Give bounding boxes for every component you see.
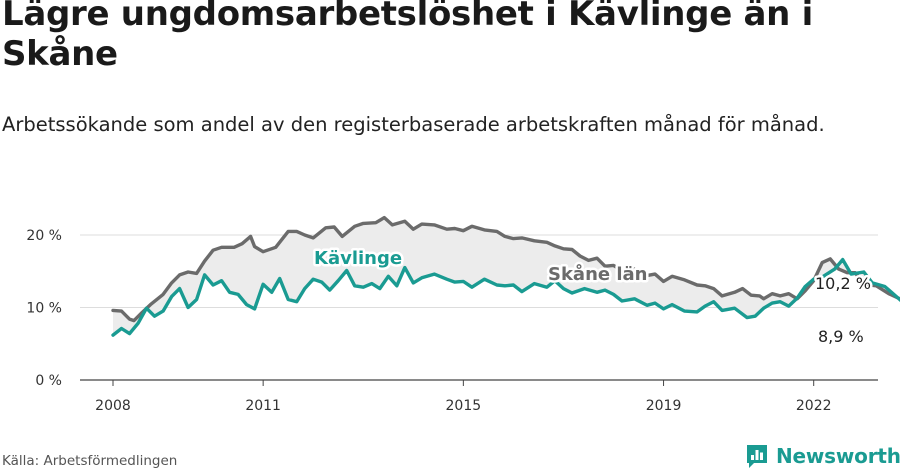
x-tick-label: 2008 (95, 398, 131, 414)
series-label-kavlinge: Kävlinge (314, 248, 402, 269)
x-tick-label: 2011 (245, 398, 281, 414)
x-tick-label: 2022 (796, 398, 832, 414)
newsworthy-brand[interactable]: Newsworthy (745, 442, 900, 470)
chart-subtitle: Arbetssökande som andel av den registerb… (2, 113, 825, 136)
end-label-skane: 10,2 % (815, 274, 871, 293)
brand-name: Newsworthy (776, 444, 900, 468)
y-tick-label: 0 % (35, 373, 62, 389)
end-label-kavlinge: 8,9 % (818, 327, 864, 346)
source-text: Källa: Arbetsförmedlingen (2, 453, 178, 469)
y-tick-label: 10 % (26, 301, 62, 317)
series-label-skane: Skåne län (548, 263, 648, 285)
series-line-skane-lan (111, 215, 900, 323)
newsworthy-logo-icon (747, 445, 767, 468)
x-tick-label: 2015 (446, 398, 482, 414)
y-tick-label: 20 % (26, 228, 62, 244)
chart-title: Lägre ungdomsarbetslöshet i Kävlinge än … (2, 0, 813, 74)
series-line-kavlinge (111, 257, 900, 337)
x-tick-label: 2019 (646, 398, 682, 414)
